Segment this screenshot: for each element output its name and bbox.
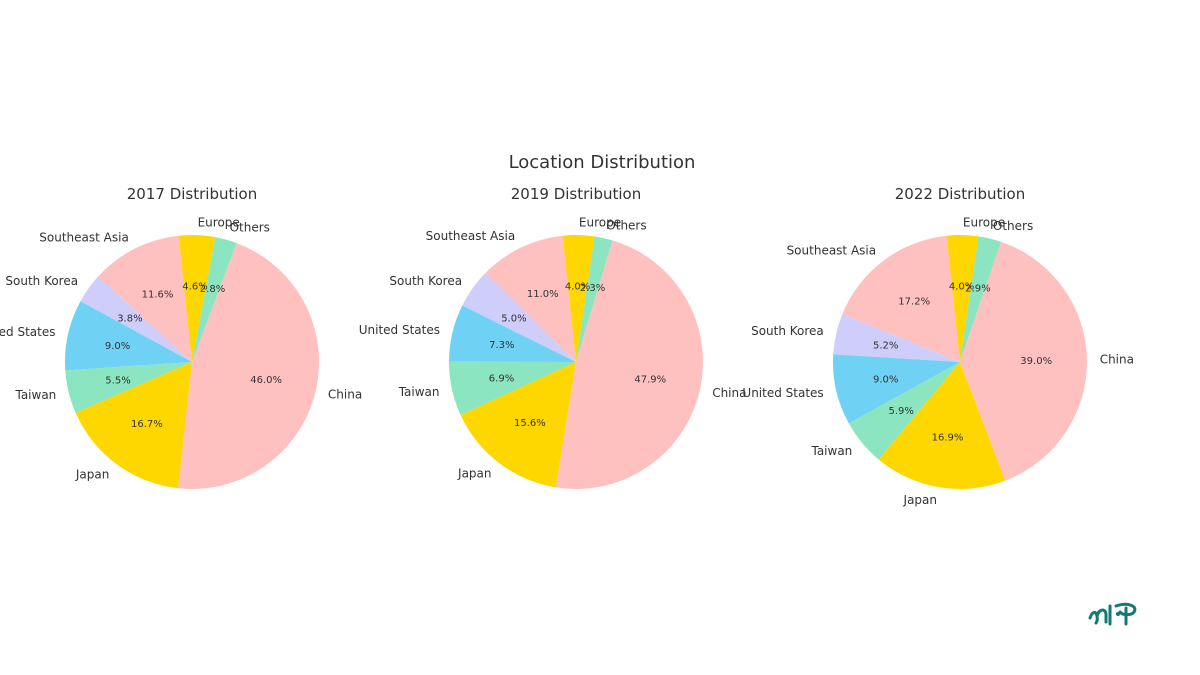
slice-label-2017-taiwan: Taiwan: [14, 388, 56, 402]
slice-2019-united-states: [449, 305, 576, 362]
slice-pct-2022-china: 39.0%: [1020, 356, 1052, 367]
pie-title-2022: 2022 Distribution: [895, 185, 1025, 203]
slice-label-2019-taiwan: Taiwan: [398, 385, 440, 399]
slice-label-2019-united-states: United States: [359, 323, 440, 337]
slice-2017-taiwan: [65, 362, 192, 413]
slice-label-2017-united-states: United States: [0, 325, 56, 339]
slice-2017-south-korea: [80, 276, 192, 362]
slice-pct-2017-southeast-asia: 11.6%: [142, 290, 174, 301]
slice-label-2019-japan: Japan: [457, 466, 491, 480]
slice-pct-2019-others: 2.3%: [580, 283, 605, 294]
slice-2022-others: [960, 236, 1001, 362]
slice-2022-united-states: [833, 354, 960, 424]
slice-2019-china: [555, 240, 703, 489]
slice-2019-taiwan: [448, 361, 576, 416]
pie-chart-2019: 2019 Distribution Southeast Asia 11.0% Sou…: [359, 185, 746, 489]
slice-pct-2019-taiwan: 6.9%: [489, 374, 514, 385]
slice-label-2017-japan: Japan: [75, 468, 109, 482]
pie-title-2017: 2017 Distribution: [127, 185, 257, 203]
slice-2017-europe: [178, 235, 216, 362]
slice-pct-2017-china: 46.0%: [250, 375, 282, 386]
slice-pct-2022-united-states: 9.0%: [873, 374, 898, 385]
slice-2019-europe: [562, 235, 595, 362]
slice-pct-2022-south-korea: 5.2%: [873, 341, 898, 352]
slice-label-2022-south-korea: South Korea: [751, 324, 824, 338]
slice-label-2022-southeast-asia: Southeast Asia: [787, 243, 877, 257]
slice-2019-south-korea: [462, 273, 576, 362]
slice-pct-2022-europe: 4.0%: [949, 281, 974, 292]
slice-pct-2019-china: 47.9%: [634, 375, 666, 386]
slice-label-2022-taiwan: Taiwan: [810, 444, 852, 458]
slice-pct-2017-japan: 16.7%: [131, 419, 163, 430]
slice-2019-others: [576, 236, 613, 362]
slice-label-2022-others: Others: [993, 219, 1033, 233]
slice-label-2022-europe: Europe: [963, 215, 1005, 229]
slice-label-2017-europe: Europe: [198, 215, 240, 229]
slice-2019-southeast-asia: [485, 235, 576, 362]
slice-2017-southeast-asia: [97, 235, 192, 362]
slice-pct-2017-europe: 4.6%: [182, 281, 207, 292]
slice-2017-china: [178, 243, 320, 490]
slice-label-2019-south-korea: South Korea: [389, 274, 462, 288]
brand-logo: [1088, 602, 1137, 626]
slice-label-2019-southeast-asia: Southeast Asia: [426, 229, 516, 243]
slice-label-2022-china: China: [1100, 352, 1134, 366]
slice-pct-2022-southeast-asia: 17.2%: [898, 297, 930, 308]
slice-pct-2017-united-states: 9.0%: [105, 341, 130, 352]
slice-2022-japan: [878, 362, 1006, 490]
pie-chart-2017: 2017 Distribution Southeast Asia 11.6% Sou…: [0, 185, 362, 490]
slice-label-2017-others: Others: [230, 220, 270, 234]
slice-label-2022-united-states: United States: [742, 386, 823, 400]
slice-2022-europe: [946, 235, 979, 362]
slice-pct-2017-taiwan: 5.5%: [105, 376, 130, 387]
slice-pct-2019-south-korea: 5.0%: [501, 313, 526, 324]
slice-2017-japan: [75, 362, 192, 489]
slice-2017-united-states: [65, 301, 192, 371]
slice-2022-southeast-asia: [842, 235, 960, 362]
slice-label-2019-others: Others: [606, 219, 646, 233]
figure-title: Location Distribution: [509, 152, 696, 173]
slice-pct-2019-japan: 15.6%: [514, 418, 546, 429]
slice-pct-2019-europe: 4.0%: [565, 281, 590, 292]
slice-label-2022-japan: Japan: [903, 493, 937, 507]
slice-2019-japan: [460, 362, 576, 488]
slice-label-2017-china: China: [328, 388, 362, 402]
pie-title-2019: 2019 Distribution: [511, 185, 641, 203]
slice-2022-south-korea: [833, 314, 960, 362]
slice-pct-2022-taiwan: 5.9%: [888, 406, 913, 417]
slice-label-2017-southeast-asia: Southeast Asia: [39, 230, 129, 244]
slice-label-2019-china: China: [712, 386, 746, 400]
slice-pct-2022-japan: 16.9%: [932, 433, 964, 444]
slice-2017-others: [192, 237, 237, 362]
slice-label-2017-south-korea: South Korea: [5, 274, 78, 288]
slice-2022-taiwan: [848, 362, 960, 460]
slice-pct-2022-others: 2.9%: [965, 283, 990, 294]
slice-pct-2019-southeast-asia: 11.0%: [527, 289, 559, 300]
pie-chart-2022: 2022 Distribution Southeast Asia 17.2% Sou…: [742, 185, 1134, 507]
slice-label-2019-europe: Europe: [579, 215, 621, 229]
slice-2022-china: [960, 241, 1087, 481]
slice-pct-2019-united-states: 7.3%: [489, 340, 514, 351]
slice-pct-2017-south-korea: 3.8%: [117, 313, 142, 324]
slice-pct-2017-others: 2.8%: [200, 284, 225, 295]
